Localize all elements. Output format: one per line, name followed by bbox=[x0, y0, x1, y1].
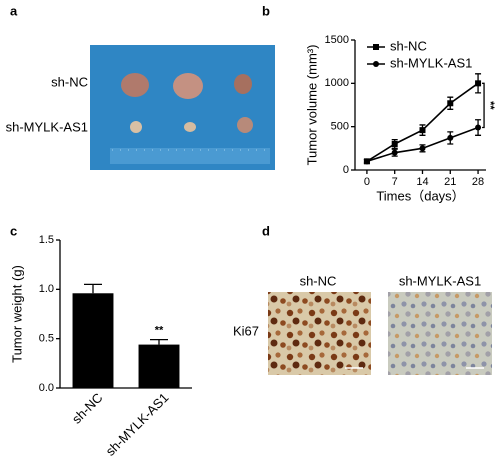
error-bar bbox=[150, 339, 168, 345]
panel-letter: b bbox=[262, 3, 270, 18]
ihc-image bbox=[388, 292, 492, 375]
ihc-image bbox=[268, 292, 371, 375]
y-axis-label: Tumor volume (mm³) bbox=[304, 45, 319, 166]
marker bbox=[447, 100, 454, 107]
legend-label: sh-NC bbox=[390, 38, 427, 53]
marker bbox=[391, 149, 398, 156]
y-tick-label: 500 bbox=[331, 121, 349, 133]
row-label: Ki67 bbox=[233, 323, 259, 338]
marker bbox=[447, 134, 454, 141]
y-tick-label: 1000 bbox=[325, 77, 349, 89]
x-axis-label: Times（days） bbox=[376, 188, 464, 203]
marker bbox=[363, 158, 370, 165]
marker bbox=[475, 80, 482, 87]
marker bbox=[373, 44, 379, 50]
x-tick-label: sh-NC bbox=[69, 390, 106, 427]
x-tick-label: 28 bbox=[472, 176, 484, 188]
panel-letter: c bbox=[10, 223, 17, 238]
x-tick-label: 0 bbox=[364, 176, 370, 188]
y-tick-label: 0.5 bbox=[39, 333, 54, 345]
y-axis-label: Tumor weight (g) bbox=[9, 265, 24, 363]
significance-bracket bbox=[482, 82, 485, 129]
row-label: sh-NC bbox=[51, 74, 88, 89]
y-tick-label: 1.5 bbox=[39, 234, 54, 246]
y-tick-label: 0.0 bbox=[39, 382, 54, 394]
panel-letter: a bbox=[10, 3, 18, 18]
tumor-photo bbox=[90, 45, 275, 170]
x-tick-label: 14 bbox=[416, 176, 428, 188]
x-tick-label: sh-MYLK-AS1 bbox=[103, 390, 172, 459]
bar bbox=[138, 344, 180, 388]
marker bbox=[391, 141, 398, 147]
bar bbox=[72, 293, 114, 388]
y-tick-label: 1500 bbox=[325, 34, 349, 46]
x-tick-label: 21 bbox=[444, 176, 456, 188]
marker bbox=[475, 124, 482, 131]
y-tick-label: 1.0 bbox=[39, 283, 54, 295]
y-tick-label: 0 bbox=[343, 164, 349, 176]
marker bbox=[373, 61, 379, 67]
significance-label: ** bbox=[484, 101, 496, 110]
column-label: sh-MYLK-AS1 bbox=[399, 273, 481, 288]
panel-letter: d bbox=[262, 223, 270, 238]
legend-label: sh-MYLK-AS1 bbox=[390, 55, 472, 70]
marker bbox=[419, 145, 426, 152]
marker bbox=[419, 127, 426, 134]
column-label: sh-NC bbox=[300, 273, 337, 288]
row-label: sh-MYLK-AS1 bbox=[6, 119, 88, 134]
error-bar bbox=[84, 283, 102, 294]
significance-label: ** bbox=[155, 325, 164, 337]
x-tick-label: 7 bbox=[392, 176, 398, 188]
